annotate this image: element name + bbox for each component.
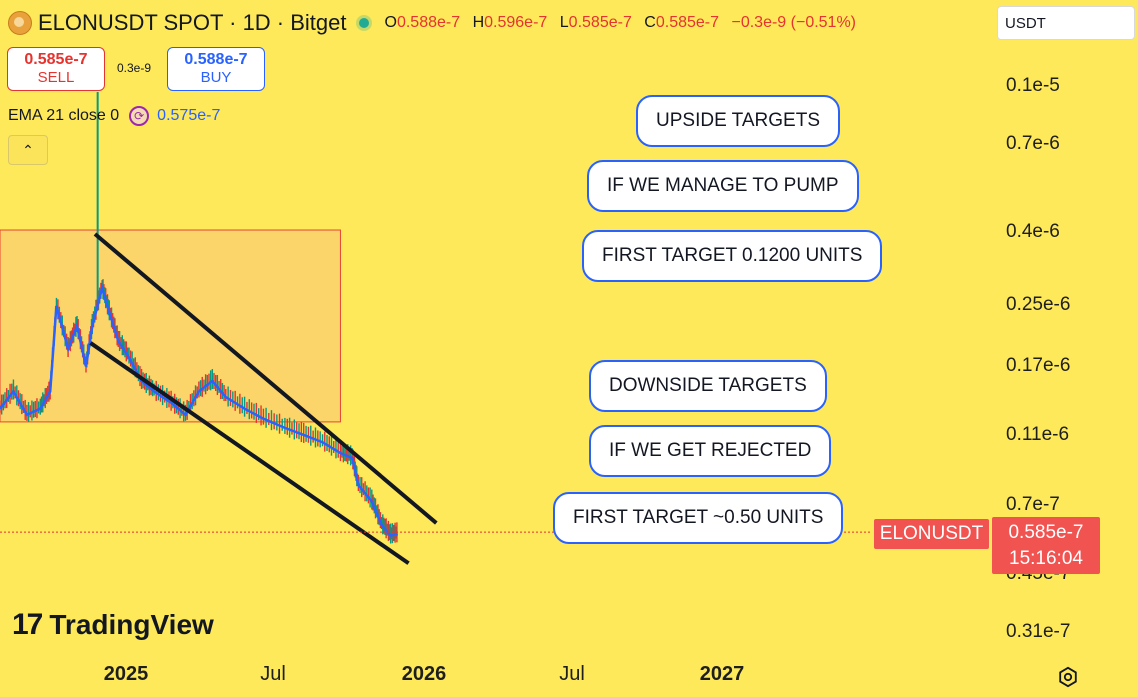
y-axis-tick: 0.17e-6: [1006, 355, 1071, 376]
y-axis-tick: 0.4e-6: [1006, 221, 1060, 242]
current-price: 0.585e-7: [1008, 522, 1084, 543]
tradingview-wordmark: TradingView: [49, 609, 214, 640]
x-axis-tick: 2025: [103, 663, 149, 685]
demand-zone: [0, 229, 341, 423]
ohlc-low: 0.585e-7: [568, 14, 632, 31]
market-open-icon: [358, 18, 369, 28]
annotation-upside-targets[interactable]: UPSIDE TARGETS: [636, 95, 840, 147]
tradingview-logo[interactable]: 17 TradingView: [12, 608, 214, 642]
ohlc-high: 0.596e-7: [484, 14, 548, 31]
x-axis-tick: 2027: [699, 663, 745, 685]
indicator-label: EMA 21 close 0: [8, 107, 120, 124]
current-price-tag: 0.585e-7 15:16:04: [992, 517, 1100, 574]
chevron-up-icon: ⌃: [22, 142, 34, 158]
spread-value: 0.3e-9: [117, 61, 152, 75]
symbol-price-tag: ELONUSDT: [874, 519, 989, 549]
y-axis-tick: 0.25e-6: [1006, 294, 1071, 315]
x-axis-tick: Jul: [559, 663, 585, 685]
annotation-first-target-up[interactable]: FIRST TARGET 0.1200 UNITS: [582, 230, 883, 282]
annotation-if-pump[interactable]: IF WE MANAGE TO PUMP: [587, 160, 859, 212]
annotation-first-target-down[interactable]: FIRST TARGET ~0.50 UNITS: [553, 492, 844, 544]
y-axis-tick: 0.31e-7: [1006, 621, 1071, 642]
buy-price: 0.588e-7: [184, 51, 248, 68]
annotation-downside-targets[interactable]: DOWNSIDE TARGETS: [589, 360, 827, 412]
wedge-upper-trendline[interactable]: [93, 232, 438, 525]
x-axis-tick: 2026: [401, 663, 447, 685]
bar-countdown: 15:16:04: [1009, 548, 1083, 569]
sell-price: 0.585e-7: [24, 51, 88, 68]
coin-icon: [8, 11, 32, 35]
indicator-value: 0.575e-7: [157, 107, 221, 124]
ohlc-high-key: H: [472, 14, 485, 31]
currency-select[interactable]: USDT: [997, 6, 1135, 40]
ohlc-close: 0.585e-7: [655, 14, 720, 31]
ema-line: [0, 283, 399, 537]
settings-gear-icon[interactable]: [1057, 666, 1079, 688]
ohlc-low-key: L: [559, 14, 569, 31]
y-axis-tick: 0.7e-7: [1006, 494, 1060, 515]
y-axis-tick: 0.11e-6: [1006, 424, 1070, 445]
buy-button[interactable]: 0.588e-7 BUY: [167, 47, 265, 91]
ohlc-close-key: C: [644, 14, 656, 31]
annotation-if-rejected[interactable]: IF WE GET REJECTED: [589, 425, 832, 477]
symbol-title[interactable]: ELONUSDT SPOT · 1D · Bitget: [38, 10, 347, 35]
indicator-legend[interactable]: EMA 21 close 0 ⟳ 0.575e-7: [8, 106, 220, 126]
ohlc-open-key: O: [384, 14, 397, 31]
y-axis-tick: 0.1e-5: [1006, 75, 1060, 96]
indicator-loading-icon: ⟳: [129, 106, 150, 126]
chart-header: ELONUSDT SPOT · 1D · Bitget O0.588e-7 H0…: [8, 10, 864, 36]
tradingview-mark-icon: 17: [12, 608, 43, 641]
ohlc-change: −0.3e-9 (−0.51%): [731, 14, 857, 31]
collapse-legend-button[interactable]: ⌃: [8, 135, 48, 165]
buy-label: BUY: [200, 69, 232, 86]
ohlc-readout: O0.588e-7 H0.596e-7 L0.585e-7 C0.585e-7 …: [385, 14, 865, 32]
y-axis-tick: 0.7e-6: [1006, 133, 1060, 154]
ohlc-open: 0.588e-7: [396, 14, 461, 31]
sell-label: SELL: [37, 69, 75, 86]
wedge-lower-trendline[interactable]: [89, 341, 410, 565]
x-axis-tick: Jul: [260, 663, 286, 685]
sell-button[interactable]: 0.585e-7 SELL: [7, 47, 105, 91]
